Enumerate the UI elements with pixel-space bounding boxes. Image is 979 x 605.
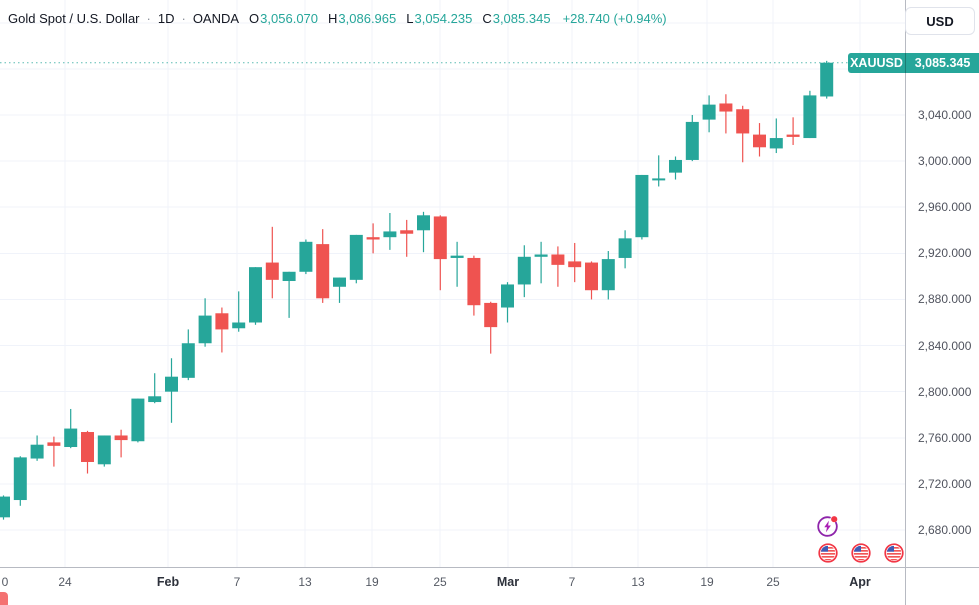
partial-button[interactable] [0, 592, 8, 605]
time-axis-label: 19 [365, 575, 379, 589]
time-axis-label: 7 [568, 575, 576, 589]
candle-body [585, 262, 598, 291]
candle-body [618, 238, 632, 258]
candle-body [249, 267, 262, 323]
price-axis-label: 2,920.000 [918, 246, 972, 261]
time-axis-label: Feb [156, 575, 180, 589]
time-axis-label: 19 [700, 575, 714, 589]
candle-body [685, 121, 699, 160]
close-readout: C 3,085.345 [482, 11, 551, 26]
candle-body [349, 234, 363, 280]
candle-body [820, 62, 834, 97]
currency-unit-button[interactable]: USD [905, 7, 975, 35]
candle-body [198, 315, 212, 344]
candle-body [181, 343, 195, 378]
time-axis-label: 13 [631, 575, 645, 589]
low-readout: L 3,054.235 [406, 11, 473, 26]
price-axis-label: 2,960.000 [918, 200, 972, 215]
candle-body [467, 257, 481, 306]
time-axis-label: Apr [849, 575, 871, 589]
candle-body [551, 254, 565, 265]
candle-body [803, 95, 817, 139]
candle-body [114, 435, 128, 441]
price-axis-label: 2,680.000 [918, 523, 972, 537]
price-axis-label: 2,880.000 [918, 292, 972, 307]
candle-body [669, 159, 682, 173]
time-axis-label: 25 [433, 575, 447, 589]
candle-body [769, 138, 783, 149]
change-readout: +28.740 (+0.94%) [562, 11, 667, 26]
price-axis-border [905, 0, 906, 605]
candle-body [652, 178, 666, 181]
price-axis-label: 3,040.000 [918, 108, 972, 122]
candle-body [383, 231, 397, 238]
price-axis[interactable]: 3,040.000 3,000.000 2,960.000 2,920.000 2,88… [906, 0, 979, 567]
candle-body [568, 261, 582, 268]
candle-body [635, 174, 649, 238]
candle-body [601, 259, 615, 291]
candle-body [148, 396, 162, 403]
badge-symbol: XAUUSD [848, 53, 906, 73]
candle-body [753, 134, 766, 148]
candle-body [366, 237, 380, 240]
us-flag-icon[interactable] [851, 543, 871, 568]
candle-body [97, 435, 111, 465]
time-axis-label: Mar [496, 575, 520, 589]
candle-body [400, 230, 414, 234]
candle-body [450, 255, 464, 258]
candle-body [786, 134, 800, 137]
candle-body [433, 216, 447, 260]
interval-label[interactable]: 1D [157, 11, 175, 26]
candle-body [165, 376, 178, 392]
candle-body [534, 254, 548, 257]
candle-body [299, 241, 313, 272]
price-axis-label: 2,720.000 [918, 476, 972, 491]
symbol-title[interactable]: Gold Spot / U.S. Dollar [8, 11, 140, 26]
price-axis-label: 2,800.000 [918, 384, 972, 399]
candle-body [232, 322, 246, 329]
candle-body [484, 302, 498, 328]
badge-price: 3,085.345 [906, 53, 979, 73]
separator: · [146, 11, 151, 26]
candle-body [517, 256, 531, 285]
candle-body [215, 313, 229, 330]
separator: · [181, 11, 186, 26]
candle-body [131, 398, 145, 442]
time-axis-label: 0 [1, 575, 9, 589]
candle-body [736, 109, 750, 134]
time-axis-label: 13 [298, 575, 312, 589]
price-axis-label: 3,000.000 [918, 154, 972, 169]
time-axis-label: 25 [766, 575, 780, 589]
exchange-label[interactable]: OANDA [192, 11, 240, 26]
candle-body [702, 104, 716, 120]
price-axis-label: 2,760.000 [918, 430, 972, 445]
candle-body [316, 244, 330, 299]
candle-body [719, 103, 733, 112]
candle-body [81, 432, 94, 462]
open-readout: O 3,056.070 [249, 11, 319, 26]
symbol-info-bar: Gold Spot / U.S. Dollar · 1D · OANDA O 3… [8, 11, 667, 26]
candle-body [417, 215, 430, 231]
candle-body [30, 444, 44, 459]
candle-body [501, 284, 514, 308]
time-axis-border [0, 567, 979, 568]
time-axis-label: 7 [233, 575, 241, 589]
candle-body [282, 271, 296, 282]
us-flag-icon[interactable] [818, 543, 838, 568]
candle-body [64, 428, 78, 448]
candle-body [333, 277, 346, 287]
high-readout: H 3,086.965 [328, 11, 397, 26]
last-price-badge: XAUUSD 3,085.345 [848, 53, 979, 73]
candle-body [265, 262, 279, 280]
candle-body [0, 496, 10, 518]
candle-body [47, 442, 61, 446]
candle-body [13, 457, 27, 501]
lightning-circle-icon[interactable] [816, 514, 840, 543]
price-axis-label: 2,840.000 [918, 338, 972, 353]
us-flag-icon[interactable] [884, 543, 904, 568]
time-axis[interactable]: 0 24 Feb 7 13 19 25 Mar 7 13 19 25 Apr [0, 568, 905, 605]
time-axis-label: 24 [58, 575, 72, 589]
